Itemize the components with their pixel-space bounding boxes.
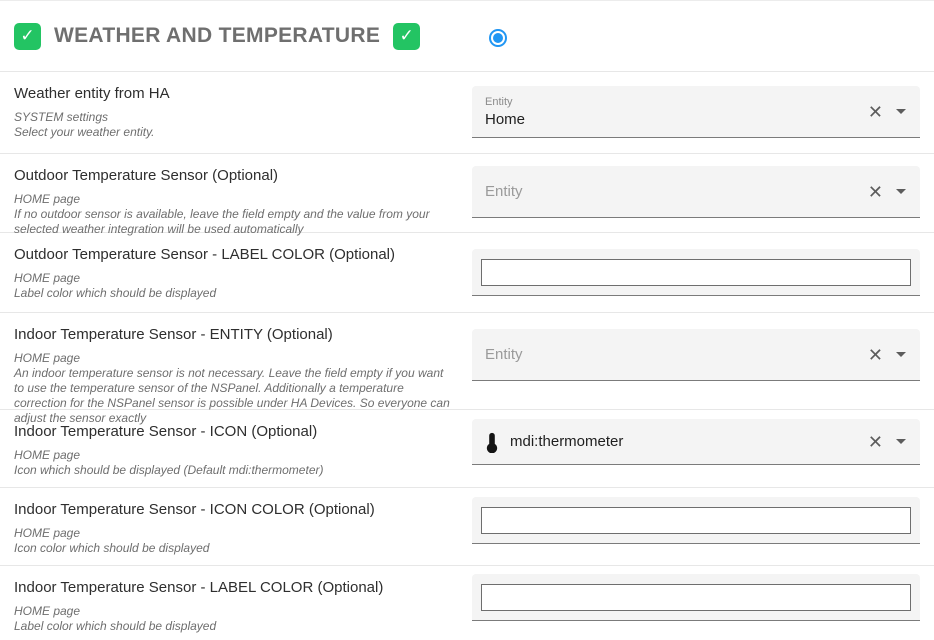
row-indoor-temp-icon: Indoor Temperature Sensor - ICON (Option… (0, 410, 934, 488)
field-scope: HOME page (14, 192, 81, 206)
row-weather-entity: Weather entity from HA SYSTEM settings S… (0, 72, 934, 154)
clear-icon[interactable]: ✕ (867, 181, 883, 202)
radio-selected-dot (493, 33, 503, 43)
field-label: Indoor Temperature Sensor - ICON COLOR (… (14, 501, 375, 518)
section-enabled-checkbox[interactable]: ✓ (14, 22, 41, 50)
select-floating-label: Entity (485, 95, 513, 108)
field-label: Indoor Temperature Sensor - LABEL COLOR … (14, 579, 384, 596)
field-label: Indoor Temperature Sensor - ICON (Option… (14, 423, 318, 440)
field-description: Icon which should be displayed (Default … (14, 463, 324, 477)
field-label: Outdoor Temperature Sensor - LABEL COLOR… (14, 246, 396, 263)
field-description: If no outdoor sensor is available, leave… (14, 207, 430, 236)
chevron-down-icon[interactable] (896, 109, 906, 114)
field-scope: HOME page (14, 351, 81, 365)
field-label: Weather entity from HA (14, 85, 170, 102)
section-radio-button[interactable] (489, 29, 507, 47)
field-description: An indoor temperature sensor is not nece… (14, 366, 450, 425)
field-scope: HOME page (14, 604, 81, 618)
row-indoor-icon-color: Indoor Temperature Sensor - ICON COLOR (… (0, 488, 934, 566)
thermometer-icon (485, 431, 499, 453)
field-scope: HOME page (14, 526, 81, 540)
field-scope: SYSTEM settings (14, 110, 109, 124)
select-placeholder: Entity (485, 183, 523, 200)
chevron-down-icon[interactable] (896, 189, 906, 194)
clear-icon[interactable]: ✕ (867, 344, 883, 365)
field-scope: HOME page (14, 448, 81, 462)
row-indoor-label-color: Indoor Temperature Sensor - LABEL COLOR … (0, 566, 934, 640)
chevron-down-icon[interactable] (896, 439, 906, 444)
indoor-temp-icon-select[interactable]: mdi:thermometer ✕ (472, 419, 920, 465)
select-placeholder: Entity (485, 346, 523, 363)
indoor-icon-color-field (472, 497, 920, 544)
check-icon: ✓ (399, 26, 414, 45)
check-icon: ✓ (20, 26, 35, 45)
field-description: Select your weather entity. (14, 125, 155, 139)
indoor-temp-entity-select[interactable]: Entity ✕ (472, 329, 920, 381)
indoor-label-color-input[interactable] (481, 584, 911, 611)
outdoor-label-color-input[interactable] (481, 259, 911, 286)
indoor-label-color-field (472, 574, 920, 621)
field-description: Label color which should be displayed (14, 286, 217, 300)
field-label: Indoor Temperature Sensor - ENTITY (Opti… (14, 326, 333, 343)
clear-icon[interactable]: ✕ (867, 431, 883, 452)
row-indoor-temp-entity: Indoor Temperature Sensor - ENTITY (Opti… (0, 313, 934, 425)
section-header: ✓ WEATHER AND TEMPERATURE ✓ (0, 1, 934, 72)
row-outdoor-label-color: Outdoor Temperature Sensor - LABEL COLOR… (0, 233, 934, 313)
field-description: Label color which should be displayed (14, 619, 217, 633)
row-outdoor-temp-sensor: Outdoor Temperature Sensor (Optional) HO… (0, 154, 934, 236)
chevron-down-icon[interactable] (896, 352, 906, 357)
select-value: mdi:thermometer (510, 433, 624, 450)
field-label: Outdoor Temperature Sensor (Optional) (14, 167, 279, 184)
section-title: WEATHER AND TEMPERATURE (54, 24, 381, 47)
indoor-icon-color-input[interactable] (481, 507, 911, 534)
outdoor-label-color-field (472, 249, 920, 296)
weather-entity-select[interactable]: Entity Home ✕ (472, 86, 920, 138)
field-scope: HOME page (14, 271, 81, 285)
section-secondary-checkbox[interactable]: ✓ (393, 22, 421, 50)
outdoor-temp-entity-select[interactable]: Entity ✕ (472, 166, 920, 218)
select-value: Home (485, 110, 526, 128)
field-description: Icon color which should be displayed (14, 541, 210, 555)
clear-icon[interactable]: ✕ (867, 101, 883, 122)
